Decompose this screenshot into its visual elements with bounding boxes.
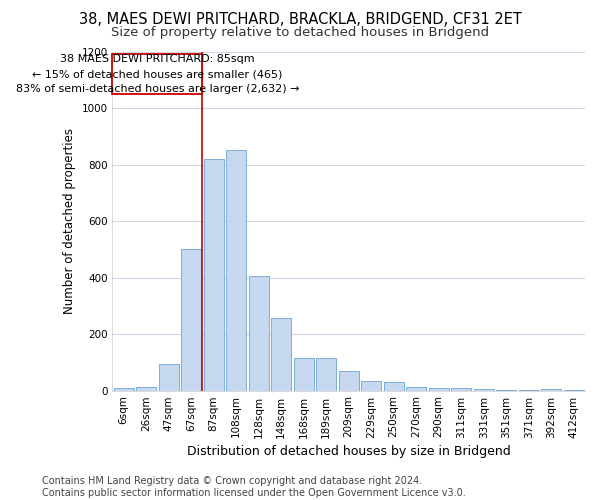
Bar (158, 364, 179, 390)
Text: 38 MAES DEWI PRITCHARD: 85sqm
← 15% of detached houses are smaller (465)
83% of : 38 MAES DEWI PRITCHARD: 85sqm ← 15% of d… (16, 54, 299, 94)
Bar (203, 159, 224, 390)
Bar (338, 372, 359, 390)
Y-axis label: Number of detached properties: Number of detached properties (63, 128, 76, 314)
Bar (112, 54, 202, 94)
Bar (451, 388, 472, 390)
X-axis label: Distribution of detached houses by size in Bridgend: Distribution of detached houses by size … (187, 444, 511, 458)
Bar (541, 389, 562, 390)
Text: Contains HM Land Registry data © Crown copyright and database right 2024.
Contai: Contains HM Land Registry data © Crown c… (42, 476, 466, 498)
Bar (406, 387, 427, 390)
Bar (361, 380, 382, 390)
Bar (473, 389, 494, 390)
Bar (316, 358, 337, 390)
Bar (136, 387, 157, 390)
Bar (113, 388, 134, 390)
Text: 38, MAES DEWI PRITCHARD, BRACKLA, BRIDGEND, CF31 2ET: 38, MAES DEWI PRITCHARD, BRACKLA, BRIDGE… (79, 12, 521, 28)
Text: Size of property relative to detached houses in Bridgend: Size of property relative to detached ho… (111, 26, 489, 39)
Bar (248, 276, 269, 390)
Bar (293, 358, 314, 390)
Bar (226, 150, 247, 390)
Bar (428, 388, 449, 390)
Bar (271, 318, 292, 390)
Bar (383, 382, 404, 390)
Bar (181, 250, 202, 390)
